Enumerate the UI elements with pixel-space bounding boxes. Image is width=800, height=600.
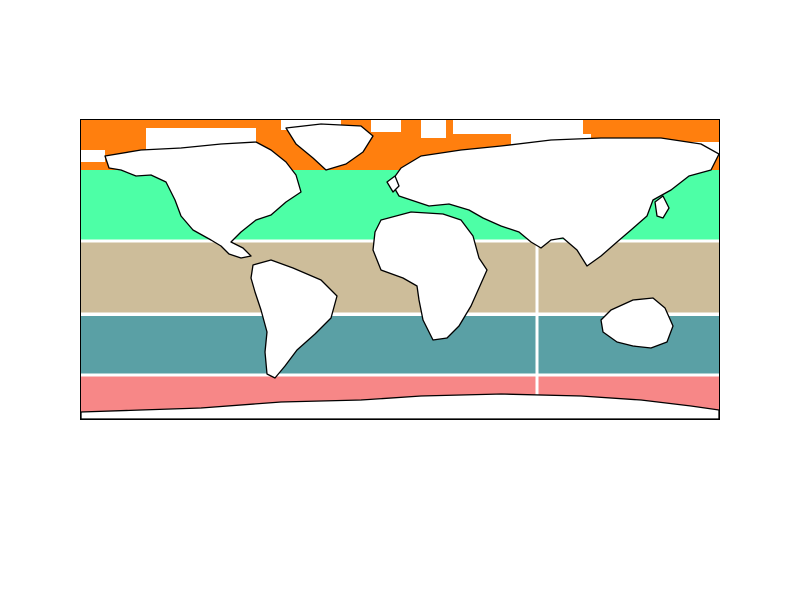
world-map — [80, 119, 720, 420]
arctic-gap-4 — [421, 120, 446, 138]
arctic-gap-3 — [371, 120, 401, 132]
uk-ireland — [386, 175, 400, 193]
arctic-gap-8 — [81, 150, 105, 162]
arctic-gap-5 — [453, 120, 583, 134]
africa — [372, 211, 488, 341]
eurasia — [390, 137, 719, 267]
map-canvas — [81, 120, 719, 419]
north-america — [104, 141, 302, 259]
south-america — [250, 259, 338, 379]
greenland — [285, 123, 374, 171]
landmasses — [81, 123, 719, 419]
antarctica — [81, 393, 719, 419]
japan — [654, 195, 670, 219]
australia — [600, 297, 674, 349]
